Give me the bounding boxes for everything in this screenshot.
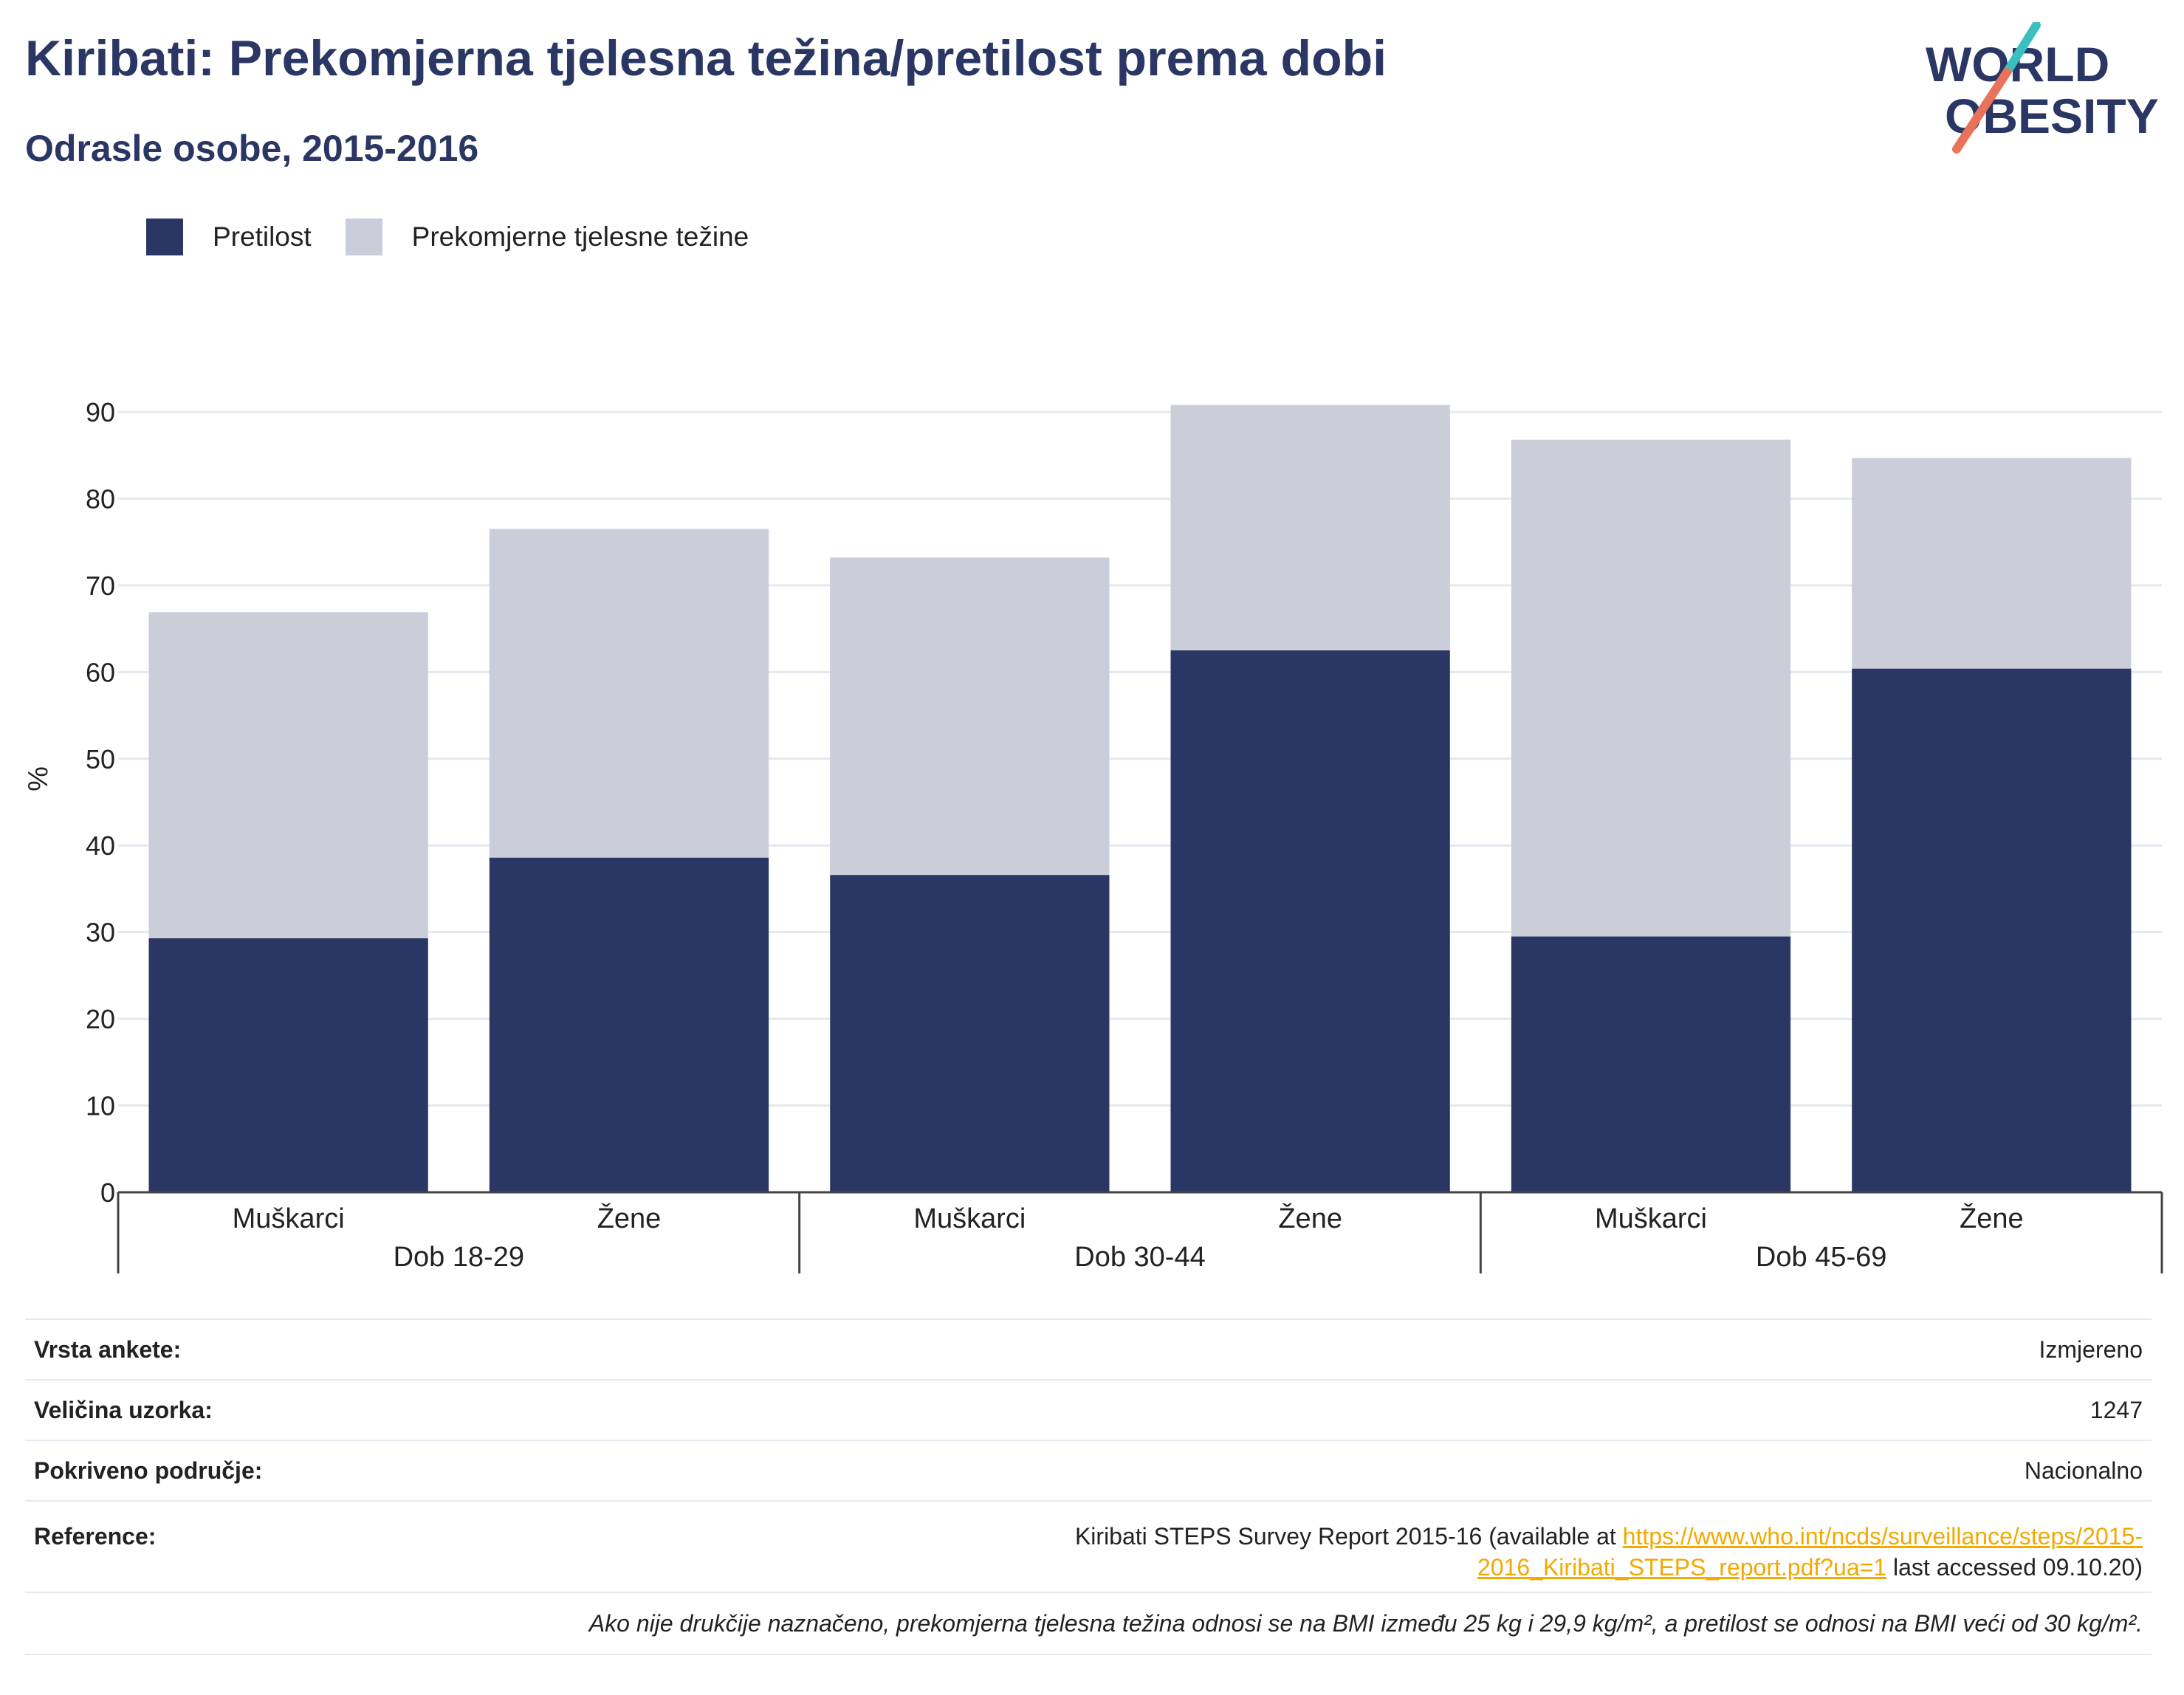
logo-line1: WORLD — [1926, 37, 2109, 92]
chart-legend: Pretilost Prekomjerne tjelesne težine — [146, 219, 783, 255]
y-tick-label: 30 — [86, 918, 115, 948]
x-tick-label: Žene — [1960, 1203, 2024, 1234]
x-tick-label: Muškarci — [913, 1203, 1026, 1234]
bar-obesity[interactable] — [830, 875, 1110, 1192]
y-tick-label: 80 — [86, 484, 115, 514]
y-tick-label: 0 — [100, 1177, 115, 1208]
sample-size-value: 1247 — [2089, 1396, 2143, 1423]
coverage-value: Nacionalno — [2024, 1457, 2143, 1484]
y-axis-label: % — [23, 766, 54, 791]
reference-label: Reference: — [34, 1523, 157, 1550]
chart-subtitle: Odrasle osobe, 2015-2016 — [25, 128, 479, 169]
y-tick-label: 90 — [86, 397, 115, 427]
legend-swatch-overweight — [345, 219, 382, 255]
y-axis: 0 10 20 30 40 50 60 70 80 90 — [86, 397, 115, 1208]
x-tick-label: Žene — [597, 1203, 662, 1234]
y-tick-label: 40 — [86, 831, 115, 861]
x-group-label: Dob 18-29 — [394, 1242, 524, 1273]
info-row-reference: Reference: Kiribati STEPS Survey Report … — [25, 1500, 2152, 1592]
x-axis: Muškarci Žene Muškarci Žene Muškarci Žene Dob … — [117, 1191, 2163, 1273]
coverage-label: Pokriveno područje: — [34, 1457, 263, 1484]
grid-lines — [118, 410, 2162, 1107]
chart-title: Kiribati: Prekomjerna tjelesna težina/pr… — [25, 30, 1387, 86]
reference-text-post: last accessed 09.10.20) — [1886, 1554, 2143, 1581]
bar-overweight[interactable] — [489, 529, 769, 858]
world-obesity-logo: WORLD OBESITY — [1926, 22, 2159, 154]
reference-link-1[interactable]: https://www.who.int/ncds/surveillance/st… — [1622, 1523, 2143, 1550]
x-group-label: Dob 30-44 — [1074, 1242, 1205, 1273]
bar-overweight[interactable] — [1170, 405, 1450, 650]
info-row-coverage: Pokriveno područje: Nacionalno — [25, 1440, 2152, 1500]
bar-overweight[interactable] — [148, 612, 428, 938]
info-row-sample-size: Veličina uzorka: 1247 — [25, 1379, 2152, 1440]
survey-type-value: Izmjereno — [2039, 1335, 2143, 1363]
y-tick-label: 70 — [86, 571, 115, 601]
legend-item-obesity[interactable]: Pretilost — [146, 219, 312, 255]
legend-swatch-obesity — [146, 219, 183, 255]
bar-overweight[interactable] — [830, 557, 1110, 876]
sample-size-label: Veličina uzorka: — [34, 1396, 213, 1423]
bars — [148, 405, 2132, 1192]
y-tick-label: 20 — [86, 1004, 115, 1034]
reference-value: Kiribati STEPS Survey Report 2015-16 (av… — [1075, 1521, 2143, 1583]
legend-label-obesity: Pretilost — [213, 221, 312, 252]
x-group-label: Dob 45-69 — [1756, 1242, 1886, 1273]
x-tick-label: Žene — [1278, 1203, 1342, 1234]
bar-obesity[interactable] — [148, 938, 428, 1192]
bar-obesity[interactable] — [489, 857, 769, 1192]
logo-slash-teal — [2002, 22, 2041, 77]
legend-label-overweight: Prekomjerne tjelesne težine — [411, 221, 749, 252]
bar-obesity[interactable] — [1170, 650, 1450, 1192]
legend-item-overweight[interactable]: Prekomjerne tjelesne težine — [345, 219, 749, 255]
reference-text-pre: Kiribati STEPS Survey Report 2015-16 (av… — [1074, 1523, 1623, 1550]
x-tick-label: Muškarci — [1595, 1203, 1707, 1234]
definition-note: Ako nije drukčije naznačeno, prekomjerna… — [25, 1592, 2152, 1655]
bar-overweight[interactable] — [1852, 458, 2132, 669]
y-tick-label: 50 — [86, 744, 115, 774]
survey-info-table: Vrsta ankete: Izmjereno Veličina uzorka:… — [25, 1318, 2152, 1655]
bar-obesity[interactable] — [1852, 668, 2132, 1192]
y-tick-label: 10 — [86, 1091, 115, 1121]
x-tick-label: Muškarci — [233, 1203, 345, 1234]
reference-link-2[interactable]: 2016_Kiribati_STEPS_report.pdf?ua=1 — [1477, 1554, 1887, 1581]
bar-obesity[interactable] — [1511, 936, 1791, 1192]
info-row-survey-type: Vrsta ankete: Izmjereno — [25, 1318, 2152, 1379]
survey-type-label: Vrsta ankete: — [34, 1335, 182, 1363]
y-tick-label: 60 — [86, 657, 115, 687]
bar-overweight[interactable] — [1511, 439, 1791, 937]
logo-slash-coral — [1952, 68, 2011, 154]
